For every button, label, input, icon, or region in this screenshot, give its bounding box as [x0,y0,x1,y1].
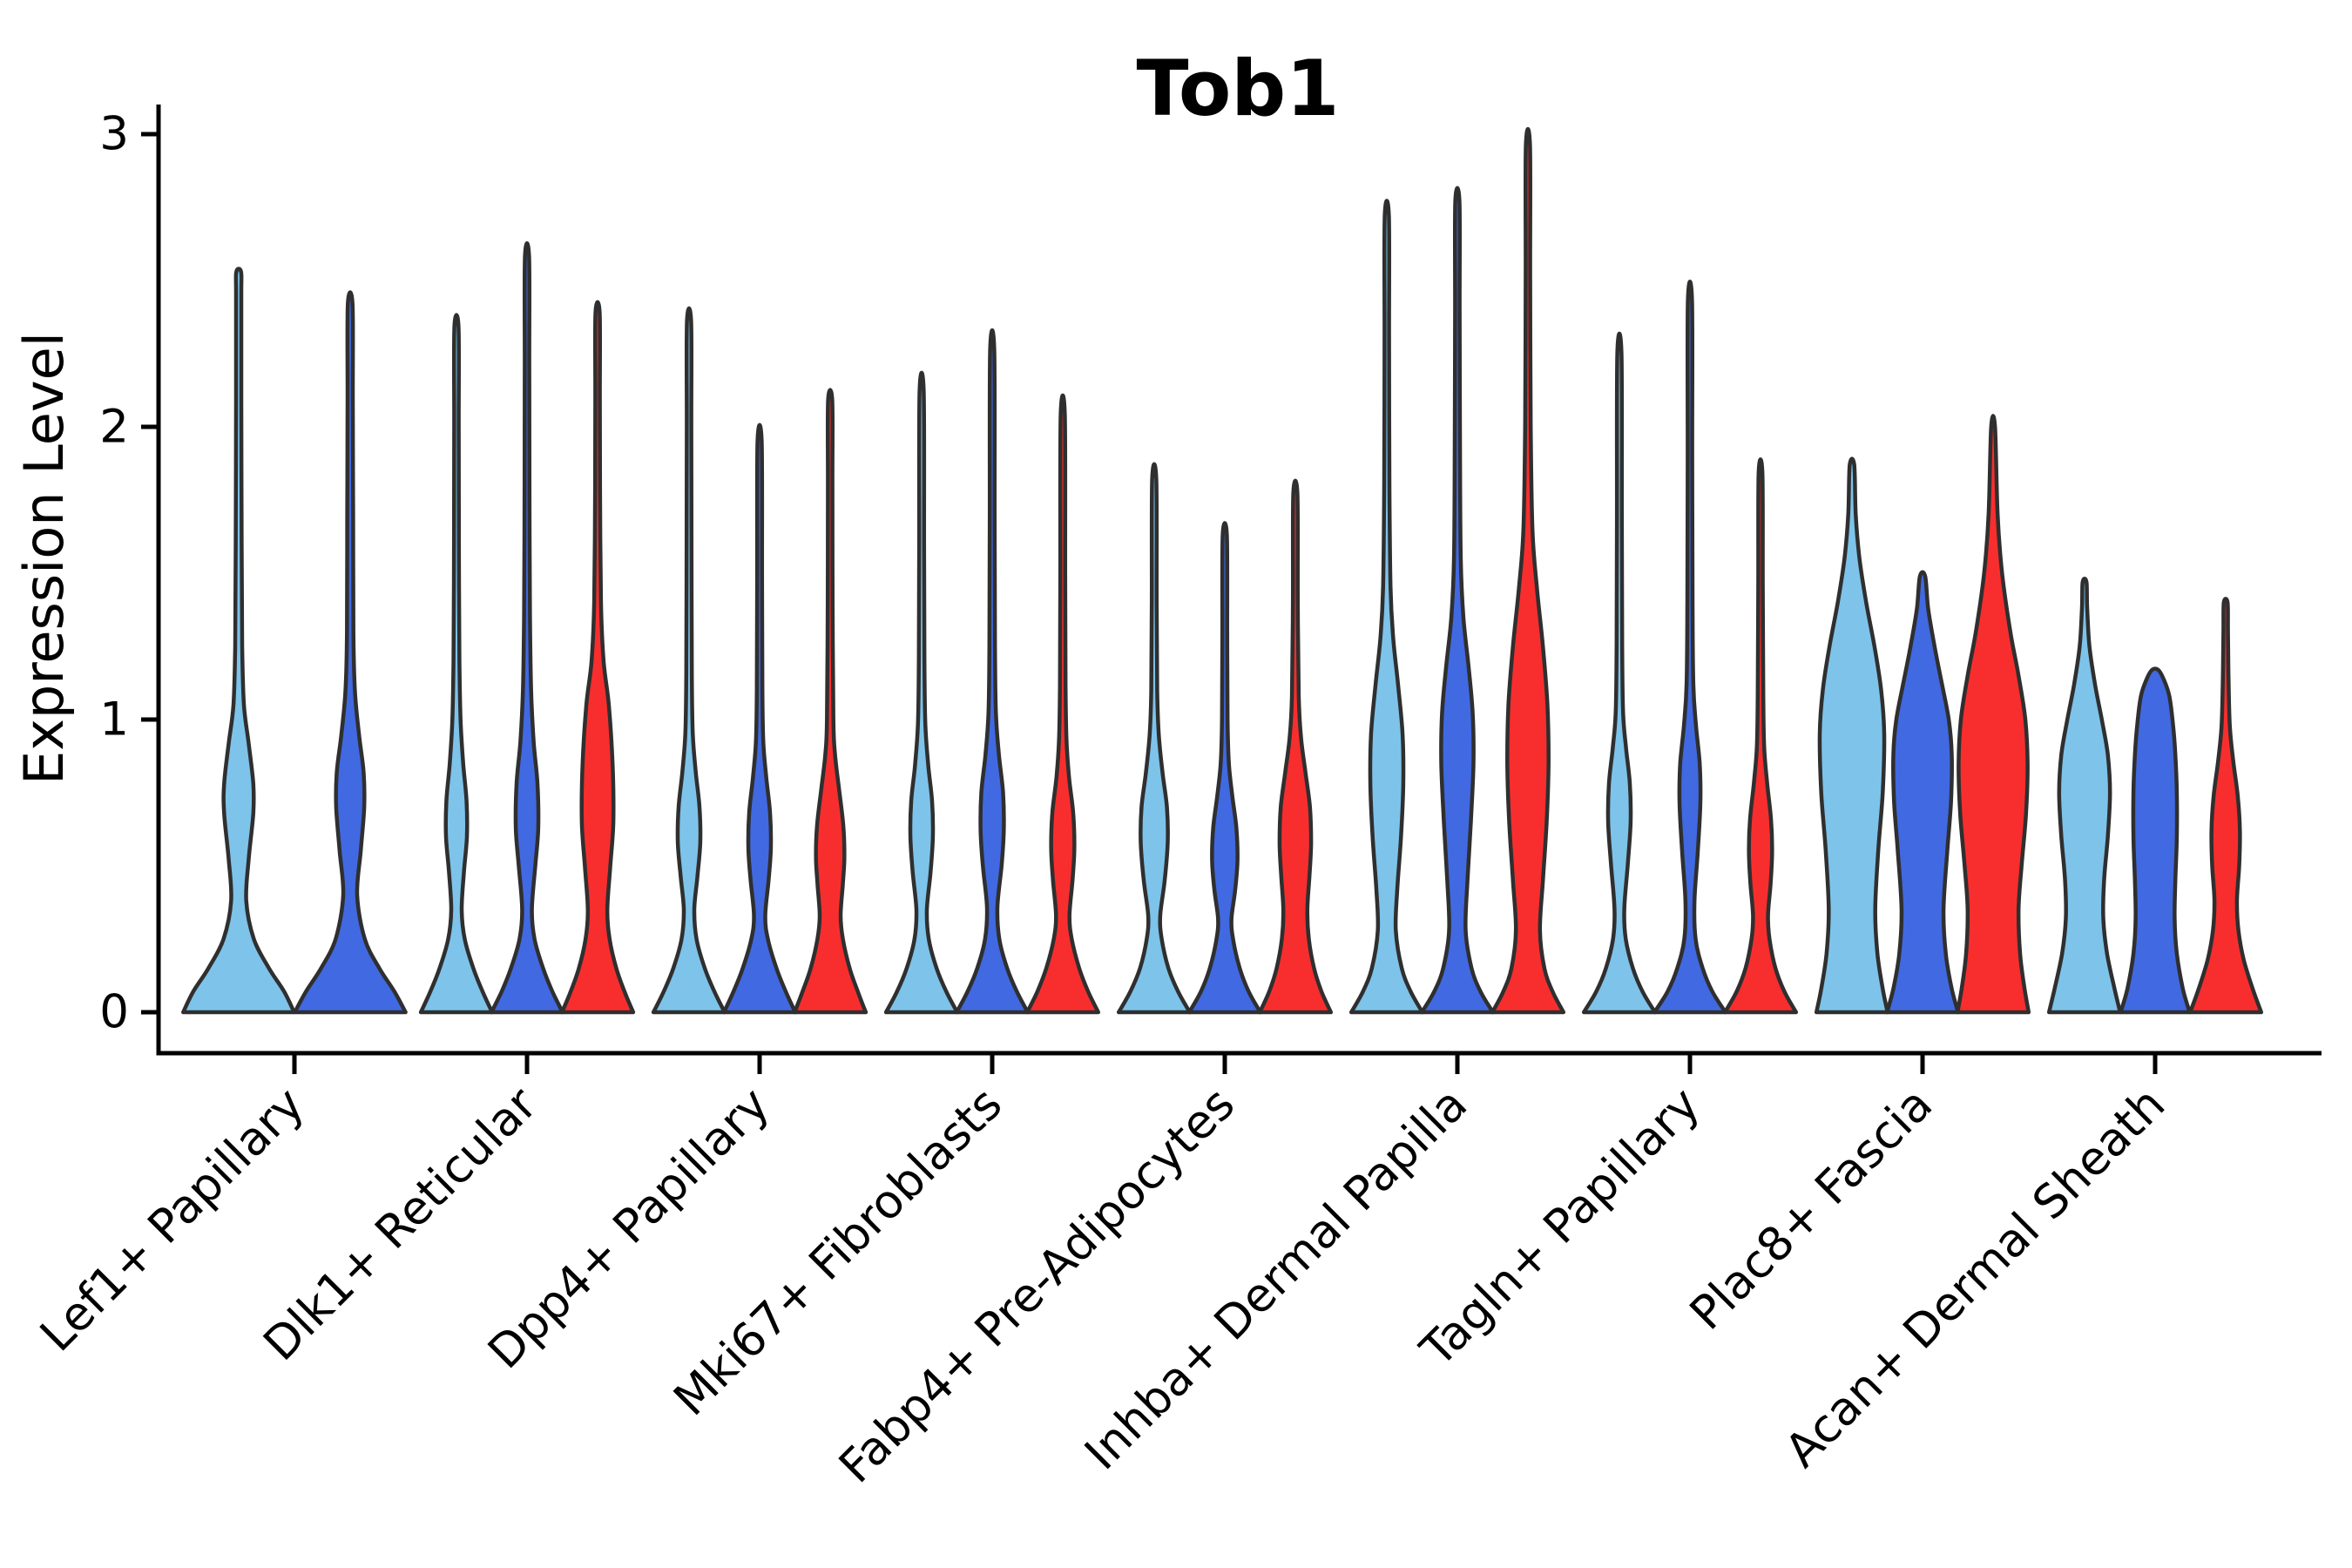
violin-fabp4-pre-adipocytes-dark_blue [1186,521,1263,1015]
y-tick-label: 3 [99,108,129,161]
y-tick-label: 2 [99,401,129,454]
violin-inhba-dermal-papilla-red [1490,126,1566,1015]
violin-inhba-dermal-papilla-dark_blue [1419,186,1496,1015]
violins-layer [181,126,2264,1015]
violin-dpp4-papillary-dark_blue [721,422,798,1015]
violin-dlk1-reticular-red [559,300,636,1015]
violin-plac8-fascia-dark_blue [1884,570,1961,1015]
violin-dlk1-reticular-light_blue [418,313,495,1015]
violin-dpp4-papillary-red [792,388,868,1015]
y-axis-label: Expression Level [12,332,76,785]
x-tick-label: Fabp4+ Pre-Adipocytes [829,1078,1245,1493]
x-tick-label: Acan+ Dermal Sheath [1775,1078,2175,1477]
violin-fabp4-pre-adipocytes-light_blue [1116,462,1193,1015]
violin-tagln-papillary-light_blue [1581,331,1658,1015]
violin-mki67-fibroblasts-dark_blue [954,328,1031,1015]
violin-dpp4-papillary-light_blue [651,306,727,1015]
violin-acan-dermal-sheath-dark_blue [2119,666,2192,1015]
violin-inhba-dermal-papilla-light_blue [1348,199,1425,1015]
violin-fabp4-pre-adipocytes-red [1257,478,1334,1015]
violin-dlk1-reticular-dark_blue [489,240,565,1015]
violin-tagln-papillary-red [1722,457,1799,1015]
violin-lef1-papillary-dark_blue [293,290,408,1015]
violin-plac8-fascia-light_blue [1814,456,1890,1015]
violin-acan-dermal-sheath-red [2187,597,2264,1015]
y-tick-label: 0 [99,986,129,1039]
violin-mki67-fibroblasts-red [1024,393,1101,1015]
plot-title: Tob1 [1136,44,1339,133]
violin-acan-dermal-sheath-light_blue [2046,577,2123,1015]
x-tick-label: Inhba+ Dermal Papilla [1075,1078,1477,1480]
violin-mki67-fibroblasts-light_blue [883,370,960,1015]
violin-tagln-papillary-dark_blue [1652,279,1728,1015]
violin-lef1-papillary-light_blue [181,267,296,1015]
violin-plac8-fascia-red [1955,414,2031,1015]
x-tick-label: Plac8+ Fascia [1680,1078,1943,1340]
y-tick-label: 1 [99,693,129,747]
